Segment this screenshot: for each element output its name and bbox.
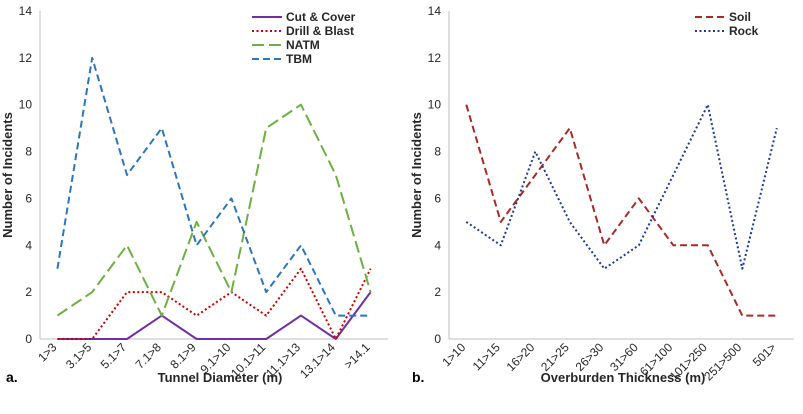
y-tick-label: 12 [19, 51, 33, 65]
panel-label: a. [6, 369, 18, 385]
y-tick-label: 12 [428, 51, 442, 65]
y-tick-label: 14 [19, 4, 33, 18]
x-tick-label: 7.1>8 [133, 340, 165, 372]
y-tick-label: 6 [25, 191, 32, 205]
panel-label: b. [412, 369, 424, 385]
y-axis-title: Number of Incidents [409, 112, 424, 238]
y-tick-label: 4 [434, 238, 441, 252]
series-line-drill-blast [57, 267, 372, 340]
x-tick-label: 1>3 [35, 340, 60, 365]
x-tick-label: 1>10 [439, 340, 468, 369]
x-axis-title: Overburden Thickness (m) [541, 370, 706, 385]
y-tick-label: 10 [428, 98, 442, 112]
x-tick-label: 3.1>5 [63, 340, 95, 372]
y-axis-title: Number of Incidents [0, 112, 15, 238]
series-line-soil [465, 104, 777, 317]
y-tick-label: 10 [19, 98, 33, 112]
y-tick-label: 0 [25, 332, 32, 346]
series-line-natm [56, 103, 372, 317]
series-line-cut-cover [57, 291, 372, 340]
legend-entry: Rock [729, 24, 759, 38]
y-tick-label: 2 [25, 285, 32, 299]
x-tick-label: 501> [750, 340, 779, 369]
x-tick-label: >14.1 [341, 340, 373, 372]
legend-entry: TBM [286, 52, 312, 66]
x-tick-label: 13.1>14 [297, 340, 338, 381]
y-tick-label: 0 [434, 332, 441, 346]
x-tick-label: 26>30 [573, 340, 607, 374]
legend-entry: Drill & Blast [286, 24, 354, 38]
y-tick-label: 8 [434, 145, 441, 159]
y-tick-label: 2 [434, 285, 441, 299]
x-tick-label: 16>20 [504, 340, 538, 374]
x-tick-label: 8.1>9 [167, 340, 199, 372]
x-axis-title: Tunnel Diameter (m) [158, 370, 283, 385]
y-tick-label: 6 [434, 191, 441, 205]
x-tick-label: 251>500 [701, 340, 744, 383]
y-tick-label: 14 [428, 4, 442, 18]
series-line-rock [465, 103, 778, 270]
legend-entry: NATM [286, 38, 320, 52]
series-line-tbm [56, 56, 371, 317]
y-tick-label: 8 [25, 145, 32, 159]
x-tick-label: 11>15 [470, 340, 503, 373]
legend-entry: Cut & Cover [286, 10, 356, 24]
x-tick-label: 5.1>7 [98, 340, 130, 372]
x-tick-label: 21>25 [538, 340, 572, 374]
legend-entry: Soil [729, 10, 751, 24]
y-tick-label: 4 [25, 238, 32, 252]
